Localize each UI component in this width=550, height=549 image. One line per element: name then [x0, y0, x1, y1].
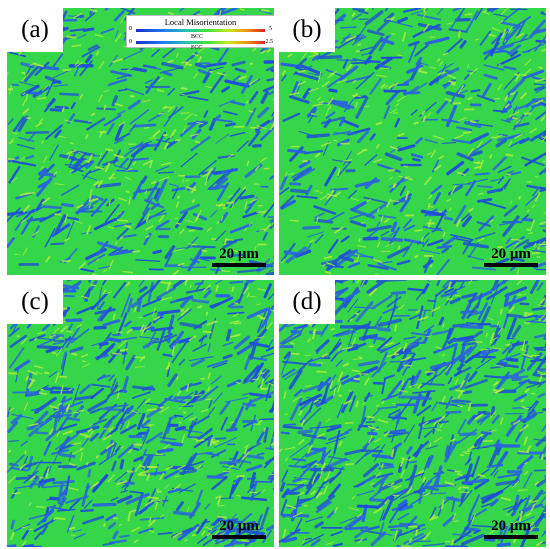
fcc-max-label: 2.5	[265, 39, 274, 45]
scale-bar-d: 20 μm	[482, 519, 540, 539]
bcc-max-label: 5	[269, 26, 272, 32]
scale-bar-line-c	[212, 535, 266, 539]
panel-label-a: (a)	[7, 8, 63, 52]
panel-label-c: (c)	[7, 280, 63, 324]
misorientation-map-d	[279, 280, 546, 547]
scale-bar-line-d	[484, 535, 538, 539]
misorientation-map-a	[7, 8, 274, 275]
scale-bar-label-d: 20 μm	[491, 518, 531, 534]
scale-bar-b: 20 μm	[482, 247, 540, 267]
color-legend: Local Misorientation 0 5 BCC 0 2.5 FCC	[126, 15, 274, 51]
fcc-color-bar	[136, 41, 265, 44]
misorientation-map-c	[7, 280, 274, 547]
panel-b: (b) 20 μm	[279, 8, 546, 275]
fcc-min-label: 0	[129, 39, 132, 45]
panel-label-b: (b)	[279, 8, 335, 52]
panel-a: (a) Local Misorientation 0 5 BCC 0 2.5 F…	[7, 8, 274, 275]
misorientation-map-b	[279, 8, 546, 275]
scale-bar-line-a	[212, 263, 266, 267]
scale-bar-line-b	[484, 263, 538, 267]
scale-bar-label-b: 20 μm	[491, 246, 531, 262]
bcc-color-bar	[136, 29, 265, 32]
panel-d: (d) 20 μm	[279, 280, 546, 547]
scale-bar-label-c: 20 μm	[219, 518, 259, 534]
scale-bar-label-a: 20 μm	[219, 246, 259, 262]
legend-title: Local Misorientation	[164, 17, 237, 27]
scale-bar-c: 20 μm	[210, 519, 268, 539]
fcc-label: FCC	[191, 45, 203, 51]
bcc-min-label: 0	[129, 26, 132, 32]
bcc-label: BCC	[191, 34, 204, 40]
panel-label-d: (d)	[279, 280, 335, 324]
scale-bar-a: 20 μm	[210, 247, 268, 267]
panel-c: (c) 20 μm	[7, 280, 274, 547]
